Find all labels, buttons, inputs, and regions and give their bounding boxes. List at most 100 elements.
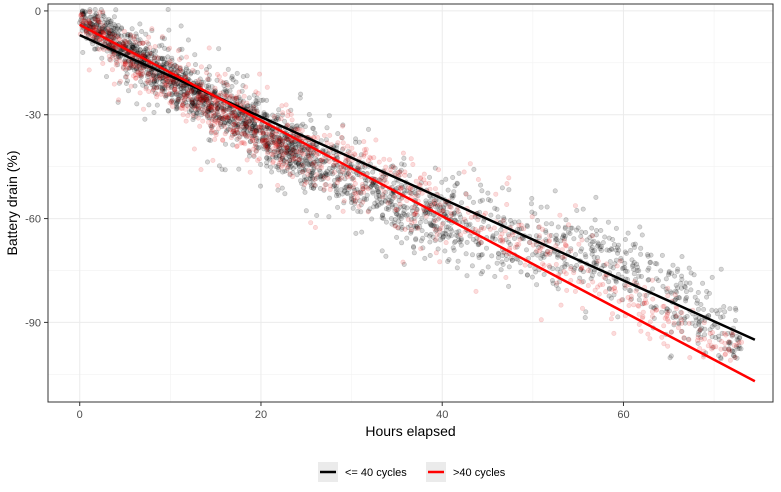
scatter-point (186, 109, 192, 115)
scatter-point (287, 158, 293, 164)
scatter-point (331, 169, 337, 175)
scatter-point (701, 306, 707, 312)
scatter-point (216, 105, 222, 111)
scatter-point (254, 95, 260, 101)
scatter-point (87, 20, 93, 26)
scatter-point (676, 321, 682, 327)
scatter-point (608, 316, 614, 322)
scatter-point (219, 116, 225, 122)
scatter-point (629, 257, 635, 263)
scatter-point (583, 230, 589, 236)
scatter-point (492, 236, 498, 242)
scatter-point (87, 9, 93, 15)
scatter-point (534, 252, 540, 258)
scatter-point (251, 104, 257, 110)
scatter-point (87, 20, 93, 26)
scatter-point (160, 56, 166, 62)
scatter-point (461, 216, 467, 222)
scatter-point (458, 237, 464, 243)
scatter-point (732, 354, 738, 360)
scatter-point (281, 143, 287, 149)
scatter-point (141, 106, 147, 112)
scatter-point (645, 277, 651, 283)
scatter-point (478, 271, 484, 277)
scatter-point (252, 131, 258, 137)
scatter-point (492, 205, 498, 211)
scatter-point (180, 103, 186, 109)
scatter-point (87, 7, 93, 13)
scatter-point (433, 250, 439, 256)
scatter-point (475, 242, 481, 248)
scatter-point (473, 288, 479, 294)
scatter-point (355, 165, 361, 171)
scatter-point (591, 260, 597, 266)
scatter-point (495, 255, 501, 261)
scatter-point (333, 152, 339, 158)
scatter-point (163, 77, 169, 83)
scatter-point (233, 123, 239, 129)
scatter-point (298, 155, 304, 161)
scatter-point (633, 288, 639, 294)
scatter-point (379, 248, 385, 254)
scatter-point (289, 117, 295, 123)
legend: <= 40 cycles >40 cycles (318, 462, 506, 482)
scatter-point (129, 26, 135, 32)
scatter-point (647, 259, 653, 265)
scatter-point (213, 129, 219, 135)
scatter-point (688, 270, 694, 276)
scatter-point (660, 283, 666, 289)
scatter-point (340, 123, 346, 129)
scatter-point (170, 64, 176, 70)
scatter-point (215, 106, 221, 112)
scatter-point (370, 190, 376, 196)
scatter-point (544, 251, 550, 257)
scatter-point (574, 208, 580, 214)
y-tick-label: -90 (25, 317, 41, 329)
scatter-point (492, 273, 498, 279)
scatter-point (517, 260, 523, 266)
scatter-point (168, 79, 174, 85)
scatter-point (346, 185, 352, 191)
scatter-point (580, 206, 586, 212)
scatter-point (467, 161, 473, 167)
scatter-point (110, 67, 116, 73)
scatter-point (263, 135, 269, 141)
scatter-point (709, 307, 715, 313)
scatter-point (695, 289, 701, 295)
scatter-point (679, 276, 685, 282)
scatter-point (213, 98, 219, 104)
scatter-point (443, 227, 449, 233)
scatter-point (128, 59, 134, 65)
scatter-point (311, 165, 317, 171)
scatter-point (251, 133, 257, 139)
scatter-point (579, 237, 585, 243)
scatter-point (673, 314, 679, 320)
scatter-point (279, 103, 285, 109)
scatter-point (506, 233, 512, 239)
scatter-point (220, 106, 226, 112)
scatter-point (205, 115, 211, 121)
scatter-point (664, 289, 670, 295)
scatter-point (191, 146, 197, 152)
scatter-point (200, 97, 206, 103)
scatter-point (244, 116, 250, 122)
scatter-point (695, 340, 701, 346)
scatter-point (281, 135, 287, 141)
scatter-point (322, 182, 328, 188)
scatter-point (417, 220, 423, 226)
scatter-point (326, 113, 332, 119)
scatter-point (140, 40, 146, 46)
scatter-point (251, 152, 257, 158)
scatter-point (367, 185, 373, 191)
scatter-point (305, 171, 311, 177)
scatter-point (265, 140, 271, 146)
scatter-point (149, 50, 155, 56)
scatter-point (427, 239, 433, 245)
scatter-point (538, 317, 544, 323)
scatter-point (385, 200, 391, 206)
scatter-point (192, 89, 198, 95)
scatter-point (568, 266, 574, 272)
scatter-point (249, 126, 255, 132)
scatter-point (563, 271, 569, 277)
